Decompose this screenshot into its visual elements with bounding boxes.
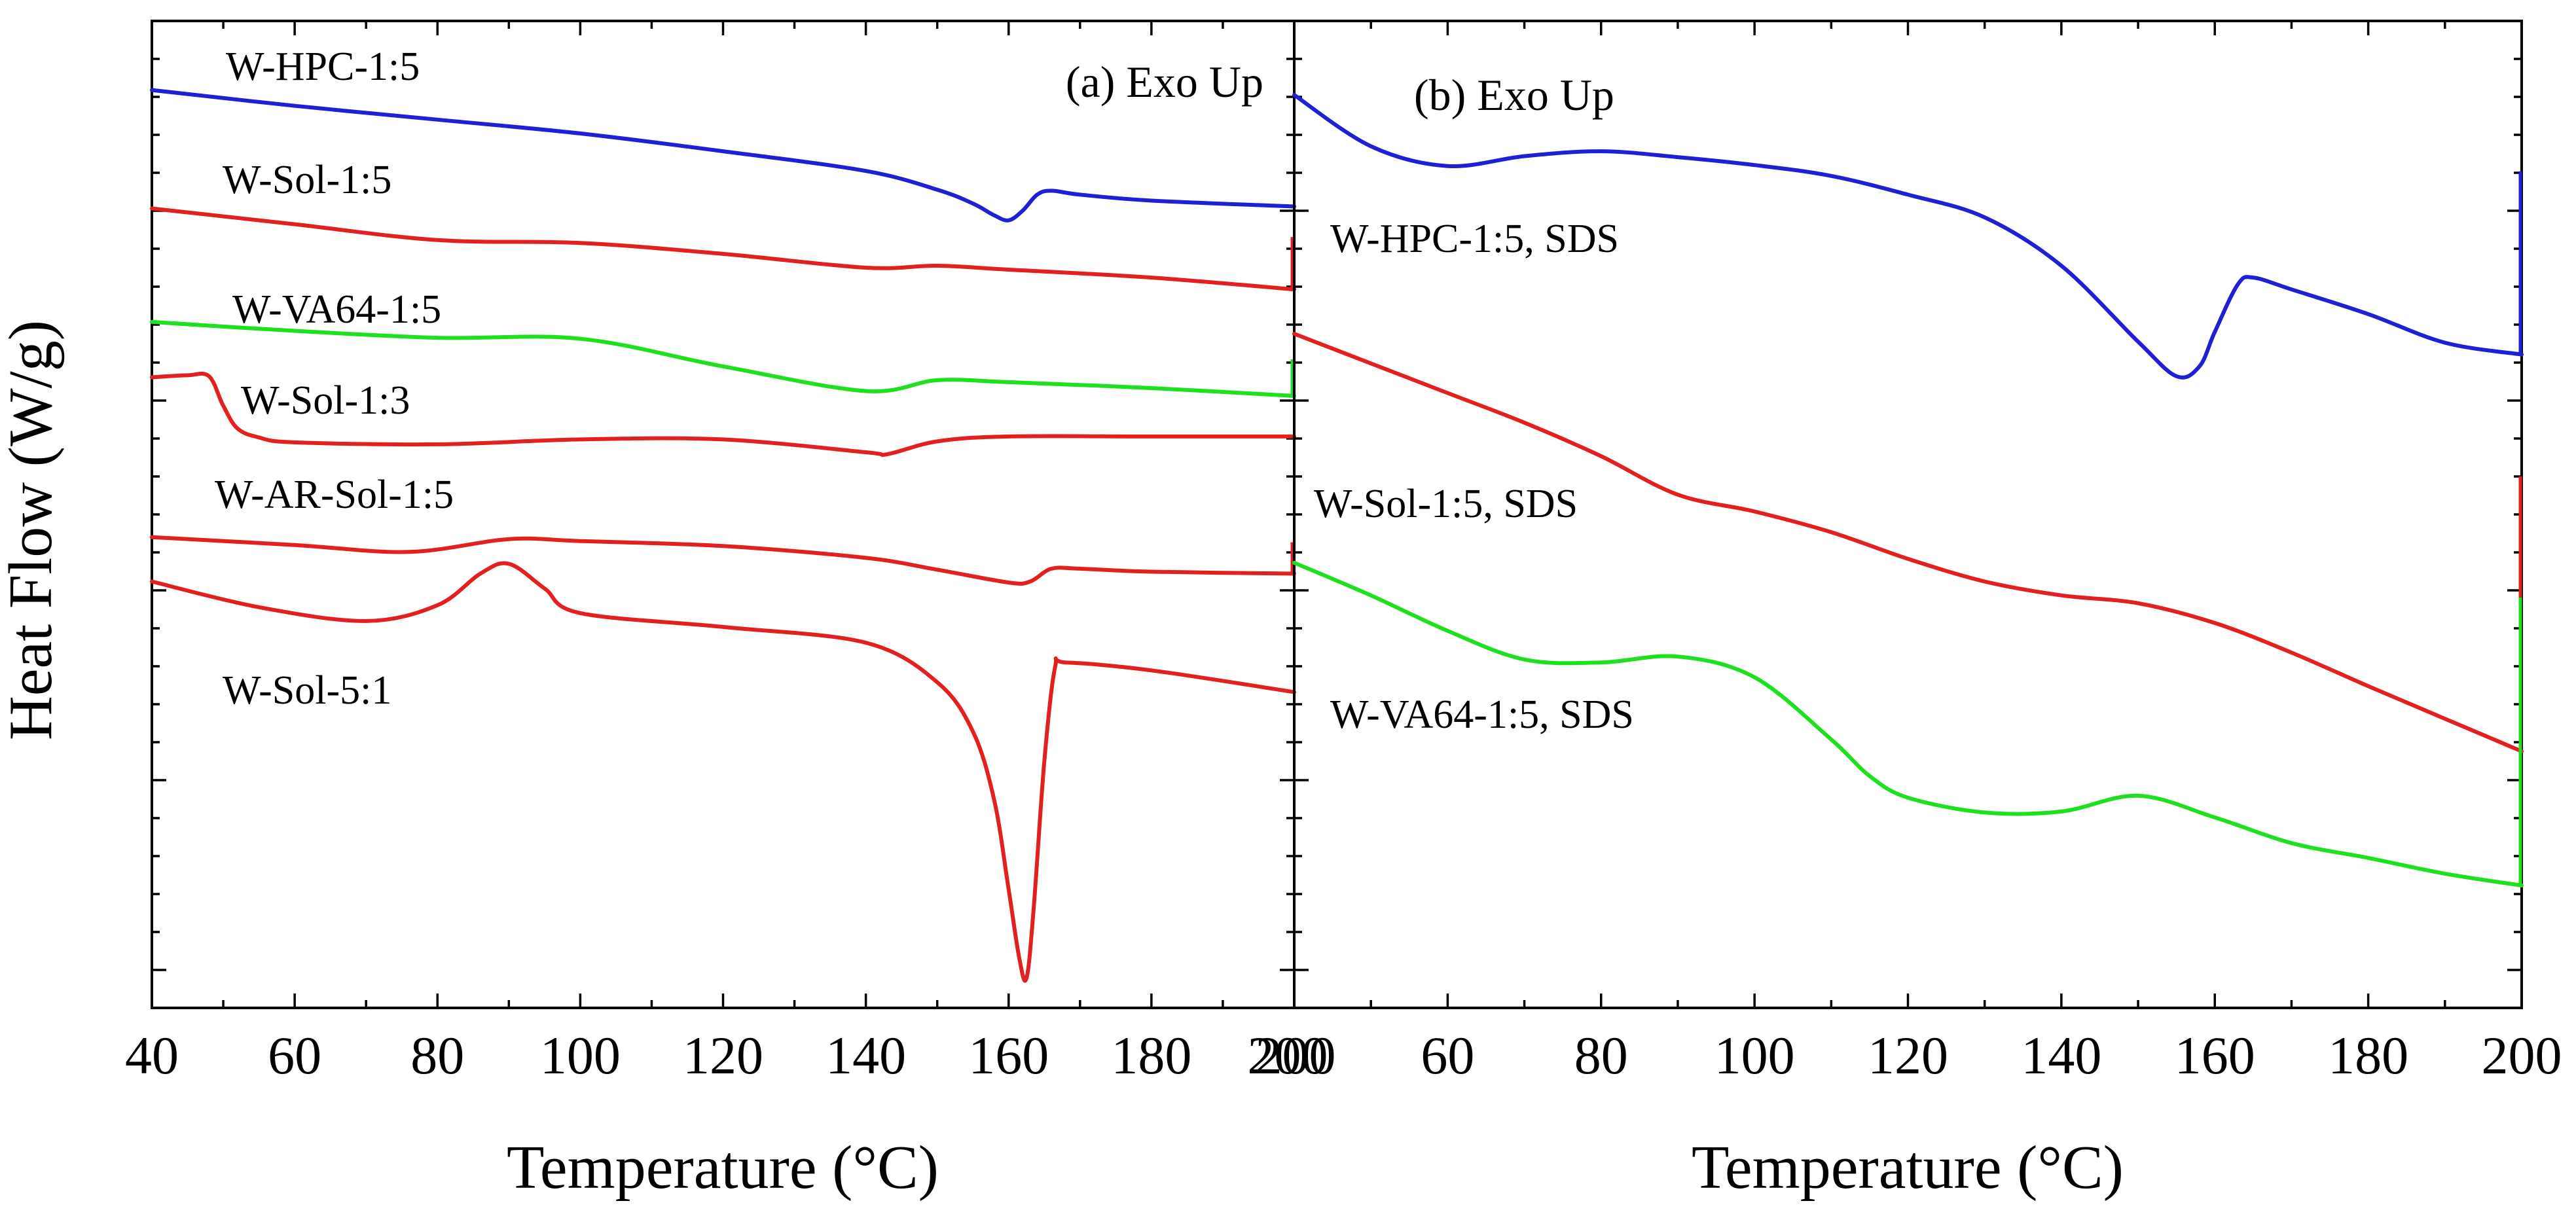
panel-a-ticks bbox=[151, 21, 1296, 1008]
series-line-w-sol-5-1 bbox=[150, 561, 1296, 983]
series-line-w-hpc-1-5-sds bbox=[1292, 93, 2524, 380]
panel-b-x-axis-title: Temperature (°C) bbox=[1692, 1134, 2124, 1202]
x-tick-label-b-4: 120 bbox=[1868, 1026, 1948, 1085]
series-label-w-sol-1-5: W-Sol-1:5 bbox=[223, 158, 391, 202]
panel-b-annotation: (b) Exo Up bbox=[1414, 70, 1614, 120]
panel-b: 200 60 80 100 120 140 160 180 200 (b) Exo Up Tem… bbox=[1256, 20, 2562, 1202]
x-tick-label-a-6: 160 bbox=[968, 1026, 1049, 1085]
series-line-w-sol-1-5-sds bbox=[1292, 332, 2524, 753]
x-tick-label-a-0: 40 bbox=[125, 1026, 179, 1085]
x-tick-label-b-2: 80 bbox=[1574, 1026, 1628, 1085]
series-line-w-sol-1-3 bbox=[150, 371, 1296, 457]
series-label-w-hpc-1-5: W-HPC-1:5 bbox=[226, 45, 420, 89]
x-tick-label-a-4: 120 bbox=[683, 1026, 763, 1085]
series-label-w-va64-1-5-sds: W-VA64-1:5, SDS bbox=[1330, 692, 1634, 737]
series-label-w-va64-1-5: W-VA64-1:5 bbox=[232, 287, 441, 332]
x-tick-label-a-1: 60 bbox=[268, 1026, 321, 1085]
y-axis-title: Heat Flow (W/g) bbox=[0, 320, 65, 740]
series-label-w-sol-1-3: W-Sol-1:3 bbox=[241, 378, 410, 423]
panel-b-curves bbox=[1292, 93, 2524, 887]
panel-a-curves bbox=[150, 88, 1296, 983]
series-label-w-hpc-1-5-sds: W-HPC-1:5, SDS bbox=[1330, 217, 1619, 261]
series-line-w-hpc-1-5 bbox=[150, 88, 1296, 223]
x-tick-label-b-7: 180 bbox=[2328, 1026, 2408, 1085]
x-tick-label-b-8: 200 bbox=[2482, 1026, 2562, 1085]
panel-a-tick-labels: 40 60 80 100 120 140 160 180 200 bbox=[125, 1026, 1328, 1085]
series-line-w-va64-1-5-sds bbox=[1292, 560, 2524, 887]
x-tick-label-b-6: 160 bbox=[2175, 1026, 2255, 1085]
x-tick-label-b-1: 60 bbox=[1421, 1026, 1474, 1085]
x-tick-label-a-2: 80 bbox=[410, 1026, 464, 1085]
series-line-w-va64-1-5 bbox=[150, 319, 1296, 398]
x-tick-label-a-3: 100 bbox=[540, 1026, 621, 1085]
panel-a-annotation: (a) Exo Up bbox=[1066, 57, 1263, 107]
x-tick-label-b-0: 200 bbox=[1256, 1026, 1336, 1085]
series-label-w-sol-5-1: W-Sol-5:1 bbox=[223, 668, 391, 713]
x-tick-label-a-8: 200 bbox=[1248, 1026, 1328, 1085]
x-tick-label-b-5: 140 bbox=[2021, 1026, 2101, 1085]
panel-b-tick-labels: 200 60 80 100 120 140 160 180 200 bbox=[1256, 1026, 2562, 1085]
x-tick-label-a-7: 180 bbox=[1111, 1026, 1191, 1085]
x-tick-label-b-3: 100 bbox=[1714, 1026, 1795, 1085]
series-line-w-ar-sol-1-5 bbox=[150, 535, 1296, 586]
series-line-w-sol-1-5 bbox=[150, 206, 1296, 292]
series-label-w-sol-1-5-sds: W-Sol-1:5, SDS bbox=[1314, 482, 1578, 526]
x-tick-label-a-5: 140 bbox=[825, 1026, 906, 1085]
series-label-w-ar-sol-1-5: W-AR-Sol-1:5 bbox=[215, 473, 454, 517]
panel-a-x-axis-title: Temperature (°C) bbox=[507, 1134, 939, 1202]
panel-a: 40 60 80 100 120 140 160 180 200 (a) Exo Up Temp… bbox=[125, 20, 1328, 1202]
